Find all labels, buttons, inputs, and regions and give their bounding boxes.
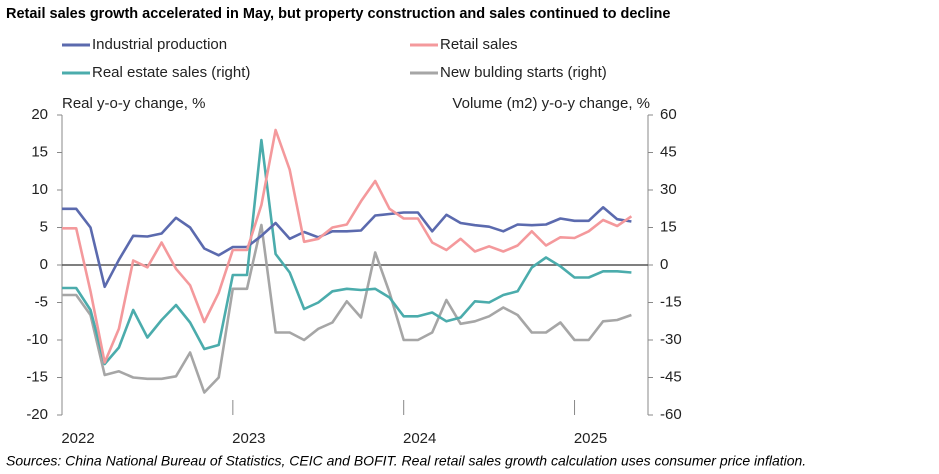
y2-tick-label: -30 bbox=[660, 331, 682, 348]
y2-tick-label: 15 bbox=[660, 218, 677, 235]
x-tick-label: 2025 bbox=[574, 430, 607, 447]
y-tick-label: -20 bbox=[26, 406, 48, 423]
legend-label: Retail sales bbox=[440, 36, 518, 53]
y-tick-label: 0 bbox=[40, 256, 48, 273]
series-line bbox=[62, 206, 632, 289]
series-line bbox=[62, 138, 632, 366]
y-axis-title: Real y-o-y change, % bbox=[62, 95, 205, 112]
y-tick-label: -10 bbox=[26, 331, 48, 348]
legend-label: Industrial production bbox=[92, 36, 227, 53]
x-tick-label: 2023 bbox=[232, 430, 265, 447]
y-tick-label: -15 bbox=[26, 368, 48, 385]
x-tick-label: 2024 bbox=[403, 430, 436, 447]
y2-tick-label: -60 bbox=[660, 406, 682, 423]
legend-label: Real estate sales (right) bbox=[92, 64, 250, 81]
y-tick-label: 15 bbox=[31, 143, 48, 160]
y-tick-label: -5 bbox=[35, 293, 48, 310]
y2-tick-label: 0 bbox=[660, 256, 668, 273]
y-tick-label: 10 bbox=[31, 181, 48, 198]
chart-title: Retail sales growth accelerated in May, … bbox=[6, 6, 670, 22]
y-tick-label: 20 bbox=[31, 106, 48, 123]
y2-tick-label: 60 bbox=[660, 106, 677, 123]
y2-tick-label: 45 bbox=[660, 143, 677, 160]
series-line bbox=[62, 128, 633, 364]
y2-tick-label: 30 bbox=[660, 181, 677, 198]
legend-label: New bulding starts (right) bbox=[440, 64, 607, 81]
series-line bbox=[62, 223, 632, 394]
y2-tick-label: -15 bbox=[660, 293, 682, 310]
x-tick-label: 2022 bbox=[61, 430, 94, 447]
y2-axis-title: Volume (m2) y-o-y change, % bbox=[452, 95, 650, 112]
y-tick-label: 5 bbox=[40, 218, 48, 235]
source-note: Sources: China National Bureau of Statis… bbox=[6, 453, 806, 469]
y2-tick-label: -45 bbox=[660, 368, 682, 385]
